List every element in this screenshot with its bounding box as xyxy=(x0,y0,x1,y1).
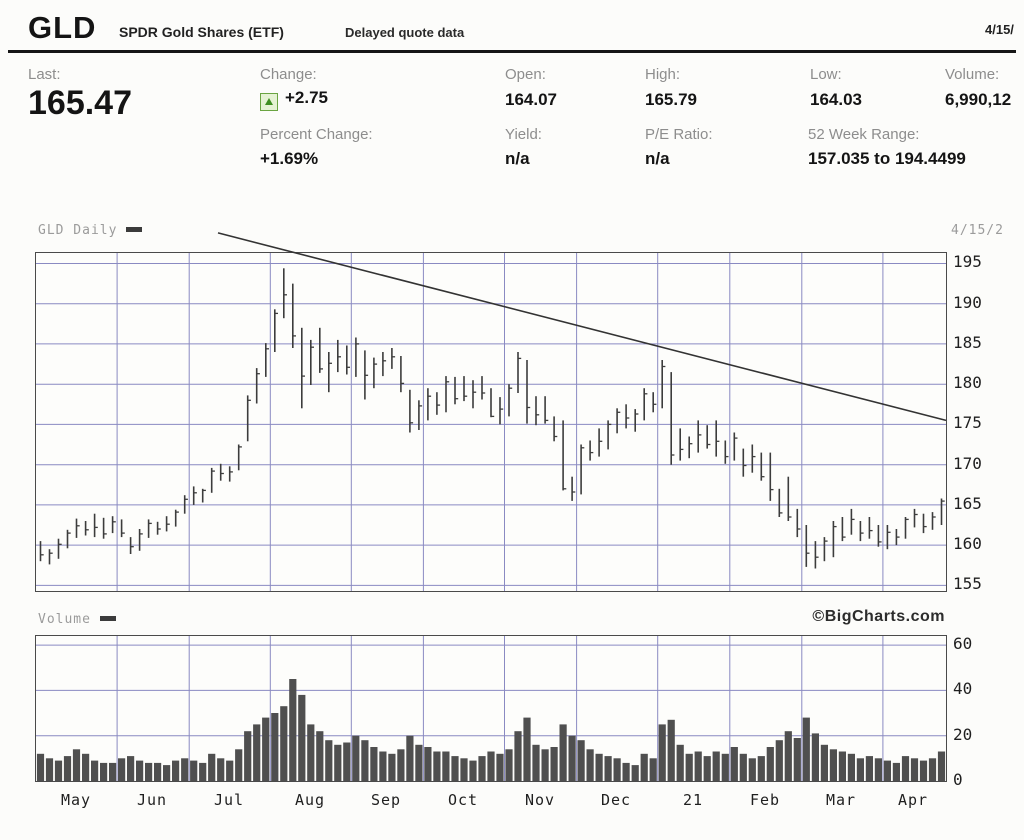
price-y-tick: 185 xyxy=(953,333,982,352)
chart-series-legend: GLD Daily xyxy=(38,223,143,238)
price-y-tick: 175 xyxy=(953,413,982,432)
pe-ratio-value: n/a xyxy=(645,149,670,168)
percent-change-label: Percent Change: xyxy=(260,126,373,143)
price-bars xyxy=(39,268,945,569)
trendline xyxy=(217,232,947,422)
high-label: High: xyxy=(645,66,681,83)
x-axis-month-tick: May xyxy=(60,791,92,809)
x-axis-month-tick: Nov xyxy=(524,791,556,809)
x-axis-month-tick: Oct xyxy=(447,791,479,809)
volume-chart-svg xyxy=(36,636,946,781)
low-value: 164.03 xyxy=(810,90,862,109)
x-axis-month-tick: Feb xyxy=(749,791,781,809)
52-week-range-label: 52 Week Range: xyxy=(808,126,920,143)
chart-date-label: 4/15/2 xyxy=(951,223,1004,238)
yield-label: Yield: xyxy=(505,126,542,143)
x-axis-month-tick: Aug xyxy=(294,791,326,809)
volume-line-swatch xyxy=(99,616,116,621)
security-name: SPDR Gold Shares (ETF) xyxy=(119,24,284,40)
volume-y-tick: 40 xyxy=(953,679,973,698)
header-date: 4/15/ xyxy=(985,22,1014,37)
ticker-symbol: GLD xyxy=(28,10,97,45)
x-axis-month-tick: Dec xyxy=(600,791,632,809)
price-y-tick: 180 xyxy=(953,373,982,392)
percent-change-value: +1.69% xyxy=(260,149,319,168)
x-axis-month-tick: Jul xyxy=(213,791,245,809)
volume-y-tick: 0 xyxy=(953,770,963,789)
header-divider xyxy=(8,50,1016,53)
price-y-tick: 160 xyxy=(953,534,982,553)
volume-value: 6,990,12 xyxy=(945,90,1012,109)
volume-series-label: Volume xyxy=(38,612,91,627)
volume-y-tick: 60 xyxy=(953,634,973,653)
high-value: 165.79 xyxy=(645,90,697,109)
pe-ratio-label: P/E Ratio: xyxy=(645,126,713,143)
price-y-tick: 155 xyxy=(953,574,982,593)
x-axis-month-tick: Sep xyxy=(370,791,402,809)
last-label: Last: xyxy=(28,66,61,83)
volume-legend: Volume xyxy=(38,612,116,627)
price-y-tick: 165 xyxy=(953,494,982,513)
price-chart-svg xyxy=(36,232,947,591)
price-y-tick: 170 xyxy=(953,454,982,473)
price-y-tick: 195 xyxy=(953,252,982,271)
volume-chart-plot xyxy=(35,635,947,782)
bigcharts-copyright: ©BigCharts.com xyxy=(812,608,945,625)
price-y-tick: 190 xyxy=(953,293,982,312)
volume-y-tick: 20 xyxy=(953,725,973,744)
x-axis-month-tick: Jun xyxy=(136,791,168,809)
change-value: +2.75 xyxy=(285,88,329,107)
chart-series-label: GLD Daily xyxy=(38,223,118,238)
x-axis-month-tick: Mar xyxy=(825,791,857,809)
volume-label: Volume: xyxy=(945,66,1000,83)
52-week-range-value: 157.035 to 194.4499 xyxy=(808,149,966,168)
low-label: Low: xyxy=(810,66,842,83)
price-chart-plot xyxy=(35,232,947,592)
last-value: 165.47 xyxy=(28,84,132,122)
up-arrow-icon xyxy=(260,92,278,111)
yield-value: n/a xyxy=(505,149,530,168)
change-label: Change: xyxy=(260,66,317,83)
change-value-row: +2.75 xyxy=(260,88,328,111)
series-line-swatch xyxy=(126,227,143,232)
open-label: Open: xyxy=(505,66,546,83)
x-axis-month-tick: Apr xyxy=(897,791,929,809)
volume-bars xyxy=(36,679,946,781)
delayed-quote-note: Delayed quote data xyxy=(345,25,465,40)
open-value: 164.07 xyxy=(505,90,557,109)
x-axis-month-tick: 21 xyxy=(682,791,704,809)
